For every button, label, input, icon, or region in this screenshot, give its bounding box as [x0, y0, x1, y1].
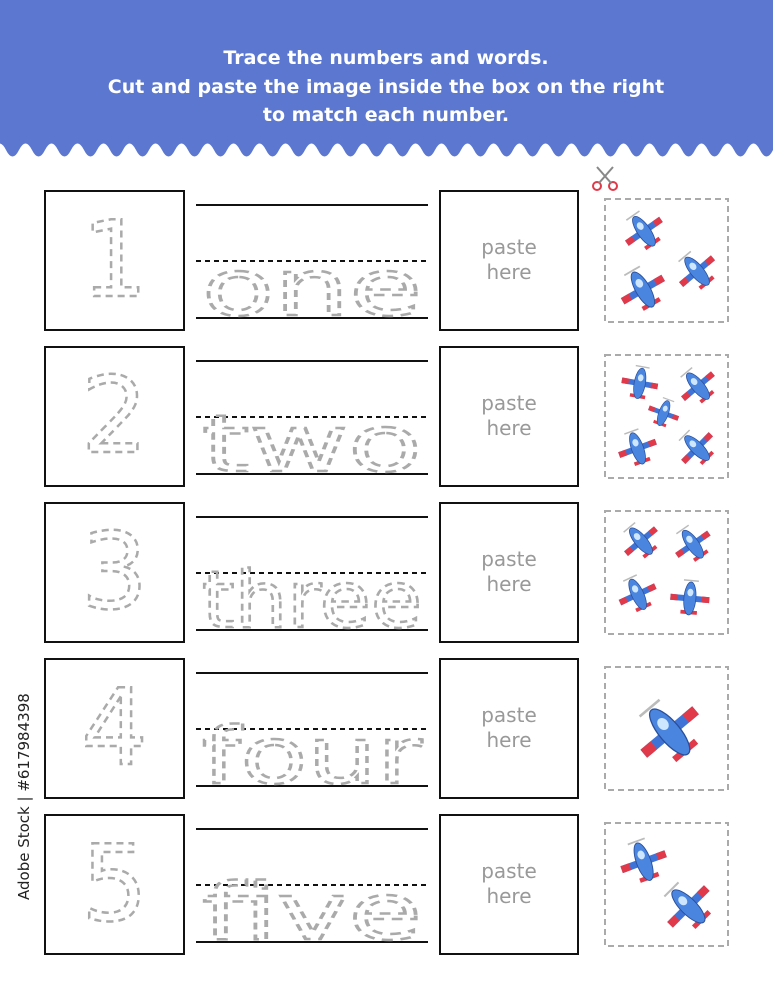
watermark: Adobe Stock | #617984398 — [15, 693, 33, 900]
trace-word: five — [202, 868, 422, 958]
cut-box — [604, 510, 729, 635]
number-box — [44, 658, 185, 799]
instruction: Cut and paste the image inside the box o… — [108, 76, 664, 98]
paste-label: paste — [481, 859, 537, 883]
scissors — [592, 166, 618, 191]
paste-label: paste — [481, 703, 537, 727]
paste-label: paste — [481, 235, 537, 259]
number-box — [44, 346, 185, 487]
cut-box — [604, 822, 729, 947]
plane — [669, 420, 724, 475]
paste-box — [439, 502, 579, 643]
cut-box — [604, 198, 729, 323]
paste-label: paste — [481, 391, 537, 415]
plane — [618, 362, 662, 403]
cut-box — [604, 354, 729, 479]
trace-number: 1 — [81, 199, 148, 321]
plane — [643, 393, 684, 432]
plane — [667, 242, 726, 299]
plane — [611, 569, 664, 619]
plane — [670, 359, 725, 413]
number-box — [44, 502, 185, 643]
trace-number: 2 — [81, 355, 148, 477]
paste-box — [439, 814, 579, 955]
trace-number: 4 — [81, 667, 148, 789]
instruction: Trace the numbers and words. — [223, 47, 548, 69]
paste-box — [439, 346, 579, 487]
plane — [665, 517, 720, 570]
trace-word: three — [202, 556, 422, 646]
plane-images — [610, 202, 726, 942]
plane — [668, 578, 712, 618]
paste-label: here — [486, 260, 531, 284]
trace-word: one — [202, 244, 422, 334]
plane — [622, 685, 716, 777]
trace-number: 5 — [81, 823, 148, 945]
plane — [615, 202, 672, 259]
plane — [612, 424, 663, 472]
plane — [652, 870, 724, 942]
instruction: to match each number. — [263, 104, 509, 126]
paste-label: here — [486, 884, 531, 908]
header-band — [0, 0, 773, 157]
number-box — [44, 190, 185, 331]
trace-number: 3 — [81, 511, 148, 633]
paste-box — [439, 658, 579, 799]
plane — [613, 514, 668, 568]
paste-label: here — [486, 416, 531, 440]
trace-word: four — [202, 712, 423, 802]
trace-word: two — [202, 400, 422, 490]
plane — [610, 258, 674, 320]
paste-label: here — [486, 572, 531, 596]
plane — [613, 832, 674, 890]
paste-label: here — [486, 728, 531, 752]
paste-box — [439, 190, 579, 331]
paste-label: paste — [481, 547, 537, 571]
cut-box — [604, 666, 729, 791]
number-box — [44, 814, 185, 955]
